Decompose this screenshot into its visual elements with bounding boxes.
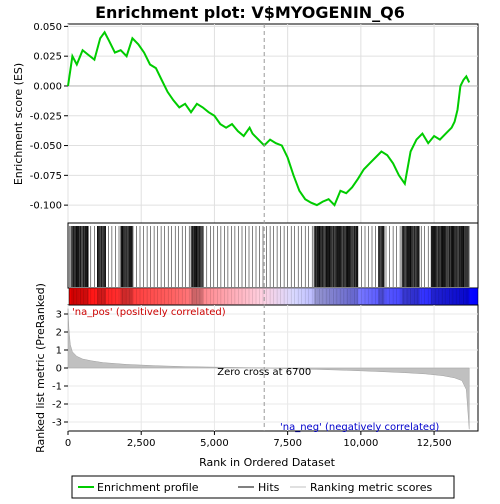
es-y-tick-label: 0.000 [33, 81, 62, 92]
es-y-tick-label: -0.025 [30, 111, 62, 122]
enrichment-profile-line [67, 30, 471, 207]
metric-y-tick-label: -1 [52, 382, 62, 393]
es-y-ticks: 0.050 0.025 0.000 -0.025 -0.050 -0.075 -0.100 [30, 22, 68, 212]
zero-cross-label: Zero cross at 6700 [217, 367, 311, 378]
legend-box [71, 475, 455, 499]
metric-y-ticks: 3 2 1 0 -1 -2 -3 [52, 310, 68, 429]
rank-bar-hits [69, 289, 470, 304]
legend-profile-label: Enrichment profile [97, 481, 199, 494]
x-tick-label: 5,000 [200, 438, 229, 449]
ranking-metric-area [67, 308, 470, 430]
x-tick-label: 10,000 [343, 438, 378, 449]
es-y-tick-label: -0.050 [30, 141, 62, 152]
metric-y-axis-label: Ranked list metric (PreRanked) [34, 283, 47, 453]
pos-correlated-label: 'na_pos' (positively correlated) [72, 307, 226, 318]
es-y-axis-label: Enrichment score (ES) [12, 63, 25, 185]
es-y-tick-label: -0.075 [30, 171, 62, 182]
metric-y-tick-label: 1 [56, 346, 62, 357]
legend-hits-label: Hits [258, 481, 280, 494]
metric-y-tick-label: -3 [52, 418, 62, 429]
es-y-tick-label: 0.050 [33, 22, 62, 33]
metric-y-tick-label: 2 [56, 328, 62, 339]
legend-metric-label: Ranking metric scores [310, 481, 432, 494]
hits-lines [69, 226, 470, 287]
x-tick-label: 2,500 [127, 438, 156, 449]
es-panel-frame [67, 23, 479, 224]
metric-x-ticks: 0 2,500 5,000 7,500 10,000 12,500 [65, 431, 452, 449]
es-y-tick-label: 0.025 [33, 52, 62, 63]
metric-y-tick-label: -2 [52, 400, 62, 411]
neg-correlated-label: 'na_neg' (negatively correlated) [280, 422, 439, 433]
x-tick-label: 12,500 [417, 438, 452, 449]
x-tick-label: 7,500 [273, 438, 302, 449]
x-tick-label: 0 [65, 438, 71, 449]
es-y-tick-label: -0.100 [30, 201, 62, 212]
chart-title: Enrichment plot: V$MYOGENIN_Q6 [95, 3, 405, 22]
es-panel-grid [67, 24, 478, 223]
metric-y-tick-label: 0 [56, 364, 62, 375]
metric-y-tick-label: 3 [56, 310, 62, 321]
x-axis-label: Rank in Ordered Dataset [199, 456, 336, 469]
